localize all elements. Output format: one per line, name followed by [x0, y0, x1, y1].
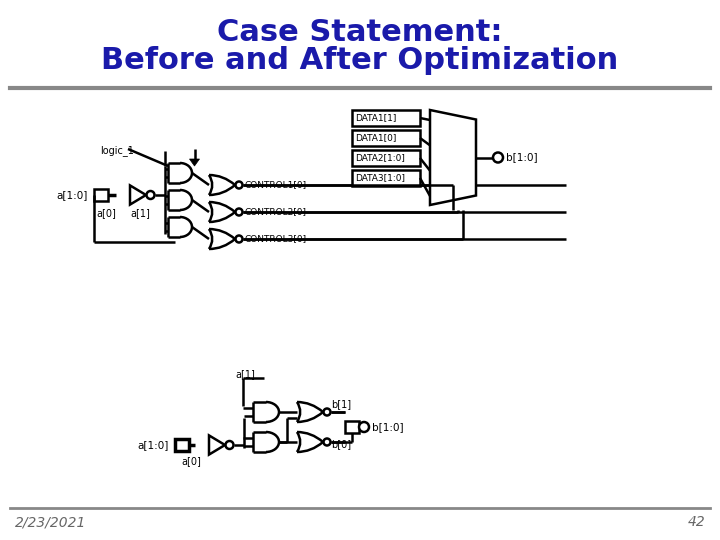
Text: DATA3[1:0]: DATA3[1:0] — [355, 173, 405, 183]
Text: b[1]: b[1] — [331, 399, 351, 409]
Polygon shape — [189, 159, 199, 166]
Text: 42: 42 — [688, 515, 705, 529]
Bar — [352, 130, 420, 146]
Circle shape — [235, 235, 243, 242]
Text: a[0]: a[0] — [181, 456, 201, 466]
Text: a[1:0]: a[1:0] — [56, 190, 87, 200]
Polygon shape — [130, 185, 146, 205]
Text: Case Statement:: Case Statement: — [217, 18, 503, 47]
Text: a[1]: a[1] — [130, 208, 150, 218]
Circle shape — [323, 408, 330, 415]
Text: a[1:0]: a[1:0] — [137, 440, 168, 450]
Text: CONTROL1[0]: CONTROL1[0] — [245, 180, 307, 190]
Text: DATA1[1]: DATA1[1] — [355, 113, 397, 123]
Circle shape — [493, 152, 503, 163]
Circle shape — [146, 191, 155, 199]
Bar — [352, 150, 420, 166]
Text: DATA2[1:0]: DATA2[1:0] — [355, 153, 405, 163]
Bar — [352, 170, 420, 186]
Text: a[1]: a[1] — [235, 369, 255, 379]
Text: b[1:0]: b[1:0] — [506, 152, 538, 163]
Text: DATA1[0]: DATA1[0] — [355, 133, 397, 143]
Text: b[0]: b[0] — [331, 439, 351, 449]
Text: CONTROL2[0]: CONTROL2[0] — [245, 207, 307, 217]
Text: 2/23/2021: 2/23/2021 — [15, 515, 86, 529]
Polygon shape — [209, 435, 225, 455]
Circle shape — [359, 422, 369, 432]
Circle shape — [323, 438, 330, 445]
Text: Before and After Optimization: Before and After Optimization — [102, 46, 618, 75]
Polygon shape — [430, 110, 476, 205]
Text: a[0]: a[0] — [96, 208, 116, 218]
Bar — [345, 421, 359, 433]
Bar — [352, 110, 420, 126]
Circle shape — [225, 441, 233, 449]
Text: b[1:0]: b[1:0] — [372, 422, 404, 432]
Bar — [94, 189, 108, 201]
Circle shape — [235, 208, 243, 215]
Bar — [175, 439, 189, 451]
Circle shape — [235, 181, 243, 188]
Text: CONTROL3[0]: CONTROL3[0] — [245, 234, 307, 244]
Text: logic_1: logic_1 — [100, 146, 134, 157]
